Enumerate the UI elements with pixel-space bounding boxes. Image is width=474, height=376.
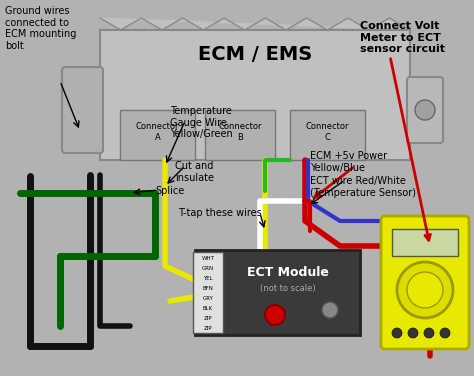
Text: BLK: BLK bbox=[203, 305, 213, 311]
Circle shape bbox=[415, 100, 435, 120]
Text: BFN: BFN bbox=[202, 285, 213, 291]
Text: Connector
C: Connector C bbox=[306, 122, 349, 142]
FancyBboxPatch shape bbox=[100, 30, 410, 160]
Text: GRY: GRY bbox=[202, 296, 213, 300]
FancyBboxPatch shape bbox=[62, 67, 103, 153]
Text: ZIP: ZIP bbox=[204, 326, 212, 331]
Text: ECT wire Red/White
(Temperature Sensor): ECT wire Red/White (Temperature Sensor) bbox=[310, 176, 416, 198]
Circle shape bbox=[392, 328, 402, 338]
Text: ECM / EMS: ECM / EMS bbox=[198, 45, 312, 65]
Text: Splice: Splice bbox=[155, 186, 184, 196]
Text: Temperature
Gauge Wire
Yellow/Green: Temperature Gauge Wire Yellow/Green bbox=[170, 106, 233, 139]
Text: YEL: YEL bbox=[203, 276, 213, 280]
Text: (not to scale): (not to scale) bbox=[260, 284, 315, 293]
FancyBboxPatch shape bbox=[120, 110, 195, 160]
Text: ECM +5v Power
Yellow/Blue: ECM +5v Power Yellow/Blue bbox=[310, 151, 387, 173]
FancyBboxPatch shape bbox=[392, 229, 458, 256]
Circle shape bbox=[265, 305, 285, 325]
Polygon shape bbox=[100, 18, 410, 30]
FancyBboxPatch shape bbox=[195, 250, 360, 335]
Circle shape bbox=[322, 302, 338, 318]
Text: GRN: GRN bbox=[202, 265, 214, 270]
Text: Connector
B: Connector B bbox=[218, 122, 262, 142]
Text: Connect Volt
Meter to ECT
sensor circuit: Connect Volt Meter to ECT sensor circuit bbox=[360, 21, 445, 54]
Text: Connector
A: Connector A bbox=[136, 122, 179, 142]
FancyBboxPatch shape bbox=[407, 77, 443, 143]
FancyBboxPatch shape bbox=[193, 252, 223, 333]
Circle shape bbox=[440, 328, 450, 338]
Text: ECT Module: ECT Module bbox=[246, 265, 328, 279]
Circle shape bbox=[408, 328, 418, 338]
Text: Ground wires
connected to
ECM mounting
bolt: Ground wires connected to ECM mounting b… bbox=[5, 6, 76, 51]
FancyBboxPatch shape bbox=[205, 110, 275, 160]
Text: ZIP: ZIP bbox=[204, 315, 212, 320]
FancyBboxPatch shape bbox=[290, 110, 365, 160]
Circle shape bbox=[424, 328, 434, 338]
Text: Cut and
insulate: Cut and insulate bbox=[175, 161, 214, 183]
Circle shape bbox=[397, 262, 453, 318]
FancyBboxPatch shape bbox=[381, 216, 469, 349]
Text: T-tap these wires: T-tap these wires bbox=[178, 208, 262, 218]
Text: WHT: WHT bbox=[201, 256, 214, 261]
Circle shape bbox=[407, 272, 443, 308]
